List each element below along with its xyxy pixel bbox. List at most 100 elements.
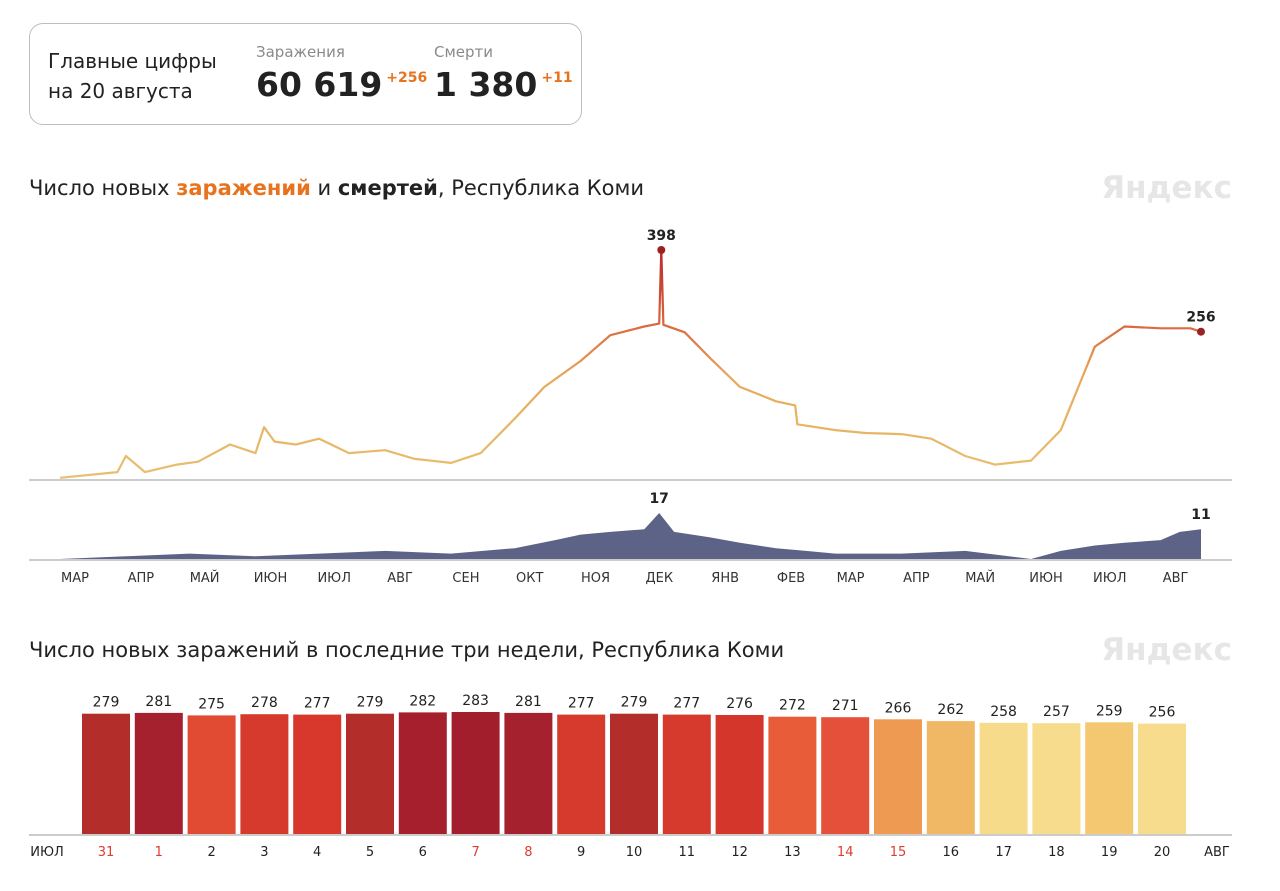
brand-logo-1: Яндекс <box>1101 170 1232 206</box>
month-tick: АПР <box>128 571 155 586</box>
brand-logo-2: Яндекс <box>1101 632 1232 668</box>
bar-category-label: 20 <box>1154 845 1171 860</box>
bar-category-label: 10 <box>626 845 643 860</box>
month-axis: МАР АПР МАЙ ИЮН ИЮЛ АВГ СЕН ОКТ НОЯ ДЕК ЯНВ ФЕВ МАР А… <box>61 570 1189 586</box>
month-tick: ИЮН <box>1029 571 1063 586</box>
bar-value-label: 277 <box>673 696 700 712</box>
month-tick: МАР <box>61 571 89 586</box>
bar <box>293 714 342 834</box>
bar <box>504 712 553 834</box>
month-tick: ИЮЛ <box>1093 571 1127 586</box>
cases-stat: Заражения 60 619 +256 <box>256 43 427 104</box>
bar-value-label: 277 <box>304 696 331 712</box>
month-tick: АПР <box>903 571 930 586</box>
bar <box>187 715 236 834</box>
cases-delta: +256 <box>386 70 428 86</box>
bar <box>398 712 447 834</box>
cases-label: Заражения <box>256 43 345 61</box>
month-tick: МАР <box>837 571 865 586</box>
bar <box>715 715 764 834</box>
bar <box>1085 722 1134 834</box>
bar <box>240 714 289 834</box>
bar-value-label: 272 <box>779 698 806 714</box>
bar-category-label: 3 <box>260 845 268 860</box>
cases-peak-dot <box>657 246 666 254</box>
bar <box>1032 723 1081 834</box>
cases-value-row: 60 619 +256 <box>256 65 427 104</box>
chart1-title-infections: заражений <box>176 176 311 200</box>
bar-category-label: 16 <box>943 845 960 860</box>
chart1-title-deaths: смертей <box>337 176 438 200</box>
chart1-title-mid: и <box>310 176 338 200</box>
bar-value-label: 283 <box>462 693 489 709</box>
deaths-delta: +11 <box>541 70 573 86</box>
deaths-value-row: 1 380 +11 <box>434 65 573 104</box>
month-tick: ФЕВ <box>777 571 805 586</box>
bar-value-label: 275 <box>198 696 225 712</box>
cases-value: 60 619 <box>256 65 383 104</box>
month-tick: МАЙ <box>965 570 995 586</box>
bar-category-label: 1 <box>155 845 163 860</box>
chart1-title-suffix: , Республика Коми <box>437 176 645 200</box>
deaths-value: 1 380 <box>434 65 538 104</box>
bar <box>979 722 1028 834</box>
month-tick: ИЮН <box>254 571 288 586</box>
bar <box>346 713 394 834</box>
month-tick: МАЙ <box>190 570 220 586</box>
bar-value-label: 256 <box>1149 705 1176 721</box>
month-tick: ИЮЛ <box>317 571 351 586</box>
timeline-chart: 398 256 17 11 МАР АПР МАЙ ИЮН ИЮЛ АВГ СЕН ОКТ НОЯ ДЕ… <box>29 228 1232 586</box>
cases-line <box>59 248 1202 479</box>
bar <box>557 714 606 834</box>
deaths-area <box>60 513 1201 559</box>
bar <box>821 717 870 834</box>
bar <box>451 712 500 834</box>
summary-title: Главные цифры на 20 августа <box>48 49 217 103</box>
bar-category-label: 7 <box>471 845 479 860</box>
bar-category-label: 6 <box>419 845 427 860</box>
bar <box>926 721 975 834</box>
bar-value-label: 258 <box>990 704 1017 720</box>
deaths-area-layer <box>60 513 1201 559</box>
annotation-layer: 398 256 17 11 <box>647 228 1216 523</box>
bar-category-label: 9 <box>577 845 585 860</box>
bar-value-label: 281 <box>145 694 172 710</box>
deaths-peak-label: 17 <box>649 491 668 507</box>
bar <box>874 719 922 834</box>
bar-category-label: 17 <box>995 845 1012 860</box>
bar-category-label: 8 <box>524 845 532 860</box>
cases-last-dot <box>1197 327 1205 336</box>
chart1-title-prefix: Число новых <box>29 176 177 200</box>
bar-category-label: 12 <box>731 845 748 860</box>
bar-value-label: 271 <box>832 698 859 714</box>
bar-month-end-label: АВГ <box>1204 845 1230 860</box>
month-tick: ДЕК <box>646 571 674 586</box>
bar-value-label: 279 <box>621 695 648 711</box>
bar-category-label: 11 <box>679 845 696 860</box>
summary-card: Главные цифры на 20 августа Заражения 60… <box>29 23 582 125</box>
month-tick: АВГ <box>1163 571 1189 586</box>
bar <box>610 713 658 834</box>
bar <box>134 712 183 834</box>
deaths-label: Смерти <box>434 43 494 61</box>
cases-last-label: 256 <box>1186 310 1215 326</box>
month-tick: АВГ <box>387 571 413 586</box>
bar-value-label: 279 <box>357 695 384 711</box>
chart1-title: Число новых заражений и смертей, Республ… <box>29 176 644 200</box>
cases-peak-label: 398 <box>647 228 676 244</box>
bar-category-label: 14 <box>837 845 854 860</box>
bar-month-start-label: ИЮЛ <box>30 845 64 860</box>
bar-value-label: 279 <box>93 695 120 711</box>
deaths-last-label: 11 <box>1191 507 1210 523</box>
bar <box>1138 723 1186 834</box>
bar-value-label: 257 <box>1043 704 1070 720</box>
bar-category-label: 2 <box>207 845 215 860</box>
bar-value-label: 266 <box>885 700 912 716</box>
chart2-title: Число новых заражений в последние три не… <box>29 638 785 662</box>
bar-category-label: 19 <box>1101 845 1118 860</box>
bar-category-label: 4 <box>313 845 321 860</box>
bar-value-label: 278 <box>251 695 278 711</box>
bar <box>82 713 130 834</box>
month-tick: НОЯ <box>581 571 610 586</box>
bar-value-label: 259 <box>1096 703 1123 719</box>
